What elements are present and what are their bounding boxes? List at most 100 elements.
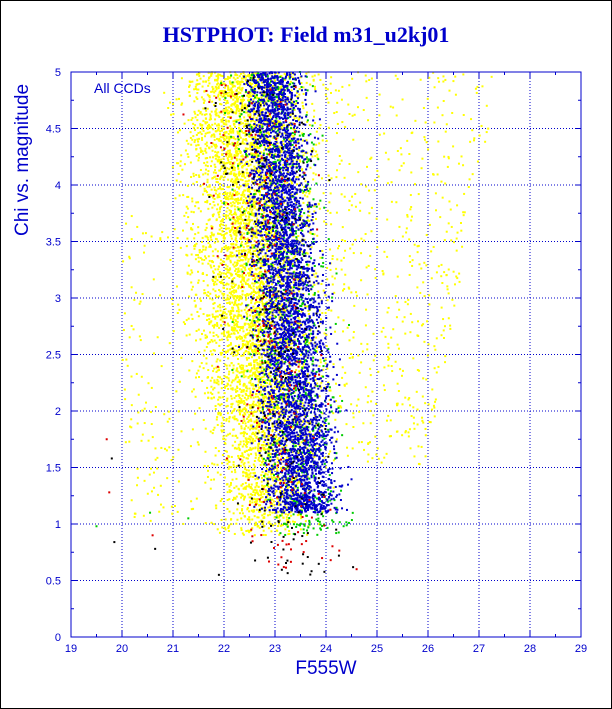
- data-point-yellow: [187, 119, 190, 122]
- data-point-yellow: [239, 88, 242, 91]
- data-point-yellow: [185, 334, 188, 337]
- data-point-yellow: [235, 395, 238, 398]
- data-point-yellow: [227, 324, 230, 327]
- data-point-yellow: [264, 508, 267, 511]
- data-point-yellow: [224, 272, 227, 275]
- data-point-yellow: [257, 333, 260, 336]
- data-point-yellow: [255, 418, 258, 421]
- data-point-yellow: [240, 193, 243, 196]
- data-point-yellow: [209, 156, 212, 159]
- data-point-yellow: [217, 187, 220, 190]
- data-point-yellow: [275, 406, 278, 409]
- data-point-yellow: [199, 307, 202, 310]
- data-point-yellow: [214, 130, 217, 133]
- data-point-yellow: [284, 256, 287, 259]
- data-point-yellow: [261, 197, 264, 200]
- data-point-yellow: [244, 444, 247, 447]
- data-point-yellow: [196, 126, 199, 129]
- data-point-yellow: [290, 474, 293, 477]
- data-point-yellow: [190, 176, 193, 179]
- data-point-yellow: [261, 366, 264, 369]
- data-point-yellow: [230, 237, 233, 240]
- data-point-yellow: [223, 355, 226, 358]
- data-point-yellow: [223, 392, 226, 395]
- data-point-yellow: [274, 476, 277, 479]
- data-point-yellow: [254, 137, 257, 140]
- data-point-yellow: [249, 326, 252, 329]
- data-point-yellow: [264, 218, 267, 221]
- data-point-yellow: [270, 283, 273, 286]
- data-point-yellow: [217, 74, 220, 77]
- data-point-yellow: [259, 282, 262, 285]
- data-point-yellow: [248, 216, 251, 219]
- data-point-yellow: [314, 275, 317, 278]
- data-point-yellow: [212, 128, 215, 131]
- data-point-yellow: [249, 529, 252, 532]
- data-point-yellow: [240, 211, 243, 214]
- data-point-yellow: [255, 301, 258, 304]
- data-point-yellow: [254, 236, 257, 239]
- data-point-yellow: [232, 296, 235, 299]
- data-point-yellow: [312, 433, 315, 436]
- data-point-yellow: [269, 469, 272, 472]
- data-point-yellow: [197, 256, 200, 259]
- data-point-yellow: [220, 353, 223, 356]
- data-point-yellow: [204, 291, 207, 294]
- data-point-yellow: [241, 275, 244, 278]
- data-point-yellow: [212, 282, 215, 285]
- data-point-yellow: [226, 196, 229, 199]
- data-point-yellow: [251, 237, 254, 240]
- data-point-yellow: [245, 253, 248, 256]
- data-point-yellow: [247, 223, 250, 226]
- data-point-yellow: [263, 327, 266, 330]
- data-point-yellow: [204, 132, 207, 135]
- data-point-yellow: [223, 311, 226, 314]
- data-point-yellow: [225, 106, 228, 109]
- data-point-yellow: [241, 290, 244, 293]
- data-point-yellow: [292, 419, 295, 422]
- data-point-yellow: [194, 129, 197, 132]
- data-point-yellow: [252, 285, 255, 288]
- data-point-yellow: [256, 491, 259, 494]
- data-point-yellow: [204, 117, 207, 120]
- data-point-yellow: [196, 113, 199, 116]
- data-point-yellow: [204, 481, 207, 484]
- data-point-yellow: [219, 176, 222, 179]
- data-point-yellow: [254, 308, 257, 311]
- data-point-yellow: [217, 195, 220, 198]
- data-point-yellow: [280, 126, 283, 129]
- data-point-yellow: [254, 488, 257, 491]
- data-point-yellow: [219, 102, 222, 105]
- data-point-yellow: [259, 327, 262, 330]
- data-point-yellow: [241, 122, 244, 125]
- data-point-yellow: [233, 465, 236, 468]
- data-point-yellow: [209, 321, 212, 324]
- data-point-yellow: [287, 343, 290, 346]
- data-point-yellow: [217, 76, 220, 79]
- data-point-yellow: [243, 432, 246, 435]
- data-point-yellow: [214, 275, 217, 278]
- data-point-yellow: [250, 95, 253, 98]
- data-point-yellow: [179, 160, 182, 163]
- data-point-yellow: [306, 533, 309, 536]
- data-point-yellow: [231, 192, 234, 195]
- data-point-yellow: [224, 78, 227, 81]
- data-point-yellow: [237, 399, 240, 402]
- data-point-yellow: [244, 437, 247, 440]
- data-point-yellow: [255, 261, 258, 264]
- data-point-yellow: [243, 116, 246, 119]
- data-point-yellow: [191, 200, 194, 203]
- data-point-yellow: [261, 495, 264, 498]
- data-point-yellow: [240, 427, 243, 430]
- data-point-yellow: [242, 384, 245, 387]
- data-point-yellow: [236, 317, 239, 320]
- data-point-yellow: [261, 187, 264, 190]
- data-point-yellow: [240, 354, 243, 357]
- data-point-yellow: [234, 220, 237, 223]
- data-point-yellow: [215, 366, 218, 369]
- data-point-yellow: [283, 458, 286, 461]
- data-point-yellow: [211, 250, 214, 253]
- data-point-yellow: [248, 518, 251, 521]
- data-point-yellow: [260, 280, 263, 283]
- data-point-yellow: [295, 477, 298, 480]
